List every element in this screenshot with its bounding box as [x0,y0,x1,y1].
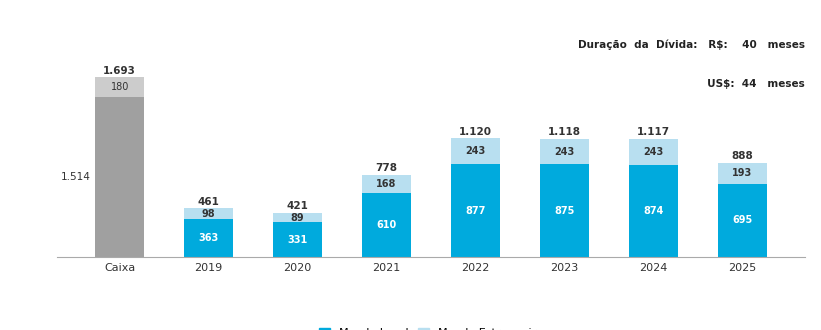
Text: 1.120: 1.120 [459,127,492,137]
Text: 888: 888 [732,151,753,161]
Text: 1.514: 1.514 [61,172,91,182]
Text: 331: 331 [287,235,308,245]
Text: 875: 875 [554,206,575,216]
Text: 243: 243 [466,146,485,156]
Text: 421: 421 [287,201,309,211]
Bar [629,165,678,257]
Text: 193: 193 [732,168,752,178]
Text: 243: 243 [554,147,575,156]
Text: 461: 461 [198,197,219,207]
Bar [540,139,589,164]
Text: Duração  da  Dívida:   R$:    40   meses: Duração da Dívida: R$: 40 meses [578,40,805,50]
Text: 695: 695 [732,215,752,225]
Text: 1.693: 1.693 [103,66,136,76]
Bar [451,164,500,257]
Bar [362,193,411,257]
Bar [95,97,144,257]
Text: 243: 243 [644,147,663,157]
Bar [184,219,233,257]
Bar [718,183,767,257]
Text: 98: 98 [202,209,215,219]
Bar [95,78,144,97]
Bar [273,213,322,222]
Bar [273,222,322,257]
Text: 874: 874 [643,206,663,216]
Bar [629,139,678,165]
Text: 363: 363 [199,233,218,243]
Text: 1.118: 1.118 [548,127,581,137]
Text: 168: 168 [376,179,397,189]
Text: 778: 778 [375,163,397,173]
Legend: Moeda Local, Moeda Estrangeira: Moeda Local, Moeda Estrangeira [314,322,548,330]
Text: 877: 877 [466,206,486,216]
Text: US$:  44   meses: US$: 44 meses [602,79,805,89]
Bar [718,163,767,183]
Bar [451,138,500,164]
Bar [540,164,589,257]
Text: 1.117: 1.117 [637,127,670,137]
Text: 89: 89 [291,213,305,222]
Text: 180: 180 [111,82,129,92]
Bar [184,209,233,219]
Text: 610: 610 [377,220,397,230]
Bar [362,175,411,193]
